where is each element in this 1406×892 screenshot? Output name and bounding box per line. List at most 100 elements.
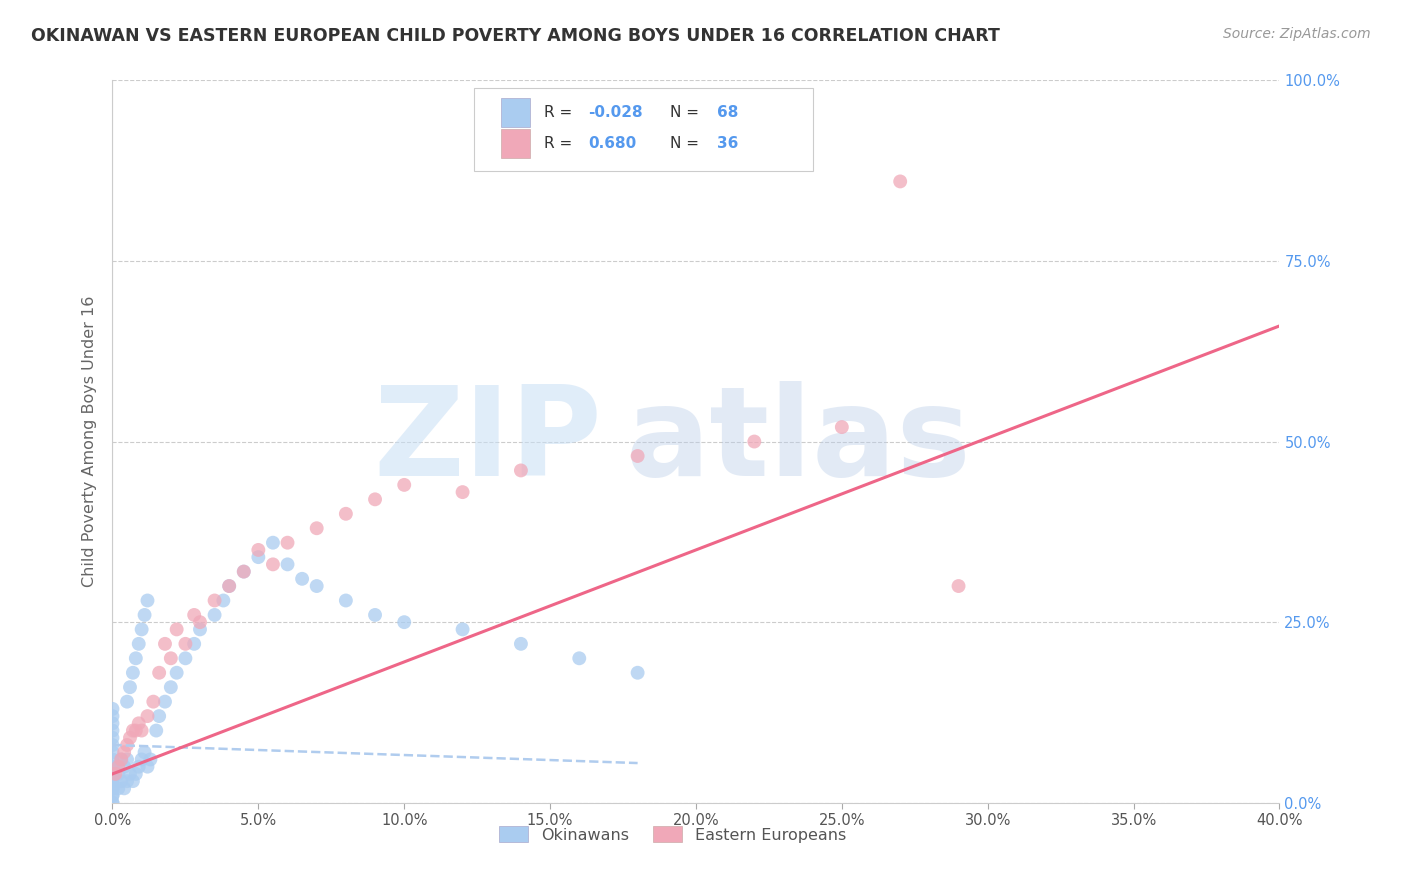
Point bbox=[276, 558, 298, 572]
Point bbox=[134, 745, 156, 759]
Point bbox=[183, 607, 205, 622]
FancyBboxPatch shape bbox=[501, 98, 530, 128]
Point bbox=[335, 593, 357, 607]
Text: 36: 36 bbox=[717, 136, 738, 151]
Point bbox=[262, 558, 284, 572]
Point bbox=[107, 781, 129, 796]
Point bbox=[101, 796, 124, 810]
Point bbox=[212, 593, 235, 607]
Point bbox=[509, 463, 531, 477]
Text: N =: N = bbox=[671, 136, 704, 151]
Point bbox=[188, 615, 211, 630]
FancyBboxPatch shape bbox=[474, 87, 813, 170]
Point bbox=[118, 767, 141, 781]
Point bbox=[160, 680, 183, 694]
Point bbox=[101, 752, 124, 766]
Point bbox=[145, 723, 167, 738]
Point bbox=[131, 623, 153, 637]
Point bbox=[153, 695, 176, 709]
Point bbox=[125, 767, 148, 781]
Point bbox=[112, 745, 135, 759]
Point bbox=[627, 665, 650, 680]
Point bbox=[136, 593, 159, 607]
Point bbox=[148, 709, 170, 723]
Point bbox=[122, 723, 145, 738]
Text: R =: R = bbox=[544, 105, 578, 120]
Point bbox=[247, 542, 270, 557]
Point bbox=[627, 449, 650, 463]
Point bbox=[101, 796, 124, 810]
Text: N =: N = bbox=[671, 105, 704, 120]
Point bbox=[115, 695, 138, 709]
Point bbox=[305, 521, 328, 535]
Point bbox=[142, 695, 165, 709]
Point bbox=[128, 637, 150, 651]
Point bbox=[166, 665, 188, 680]
Point bbox=[112, 781, 135, 796]
Point bbox=[831, 420, 853, 434]
Point bbox=[232, 565, 254, 579]
Point bbox=[247, 550, 270, 565]
Point bbox=[166, 623, 188, 637]
Point bbox=[218, 579, 240, 593]
Point bbox=[174, 651, 197, 665]
Point bbox=[364, 492, 387, 507]
Point bbox=[305, 579, 328, 593]
Point bbox=[136, 760, 159, 774]
Point bbox=[232, 565, 254, 579]
Text: 0.680: 0.680 bbox=[589, 136, 637, 151]
Point bbox=[204, 593, 226, 607]
Point bbox=[276, 535, 298, 549]
Point bbox=[204, 607, 226, 622]
Point bbox=[139, 752, 162, 766]
Text: -0.028: -0.028 bbox=[589, 105, 643, 120]
Point bbox=[364, 607, 387, 622]
Point bbox=[136, 709, 159, 723]
FancyBboxPatch shape bbox=[501, 128, 530, 158]
Text: 68: 68 bbox=[717, 105, 738, 120]
Point bbox=[115, 752, 138, 766]
Point bbox=[107, 760, 129, 774]
Point bbox=[101, 760, 124, 774]
Point bbox=[101, 760, 124, 774]
Y-axis label: Child Poverty Among Boys Under 16: Child Poverty Among Boys Under 16 bbox=[82, 296, 97, 587]
Point bbox=[509, 637, 531, 651]
Point bbox=[101, 745, 124, 759]
Point bbox=[394, 615, 416, 630]
Point bbox=[107, 767, 129, 781]
Text: atlas: atlas bbox=[626, 381, 972, 502]
Point bbox=[128, 760, 150, 774]
Point bbox=[115, 774, 138, 789]
Point bbox=[110, 752, 132, 766]
Point bbox=[112, 760, 135, 774]
Point bbox=[101, 731, 124, 745]
Legend: Okinawans, Eastern Europeans: Okinawans, Eastern Europeans bbox=[494, 820, 852, 849]
Point bbox=[118, 731, 141, 745]
Point bbox=[101, 774, 124, 789]
Point bbox=[122, 774, 145, 789]
Point bbox=[101, 716, 124, 731]
Point bbox=[115, 738, 138, 752]
Point bbox=[889, 174, 911, 188]
Point bbox=[134, 607, 156, 622]
Point bbox=[125, 651, 148, 665]
Point bbox=[118, 680, 141, 694]
Point bbox=[131, 752, 153, 766]
Point bbox=[394, 478, 416, 492]
Point bbox=[948, 579, 970, 593]
Point bbox=[122, 665, 145, 680]
Point bbox=[110, 752, 132, 766]
Point bbox=[110, 774, 132, 789]
Point bbox=[101, 709, 124, 723]
Point bbox=[188, 623, 211, 637]
Point bbox=[104, 767, 127, 781]
Point bbox=[568, 651, 591, 665]
Point bbox=[451, 485, 474, 500]
Point bbox=[262, 535, 284, 549]
Point bbox=[101, 789, 124, 803]
Point bbox=[101, 767, 124, 781]
Text: Source: ZipAtlas.com: Source: ZipAtlas.com bbox=[1223, 27, 1371, 41]
Point bbox=[160, 651, 183, 665]
Text: R =: R = bbox=[544, 136, 578, 151]
Point bbox=[101, 781, 124, 796]
